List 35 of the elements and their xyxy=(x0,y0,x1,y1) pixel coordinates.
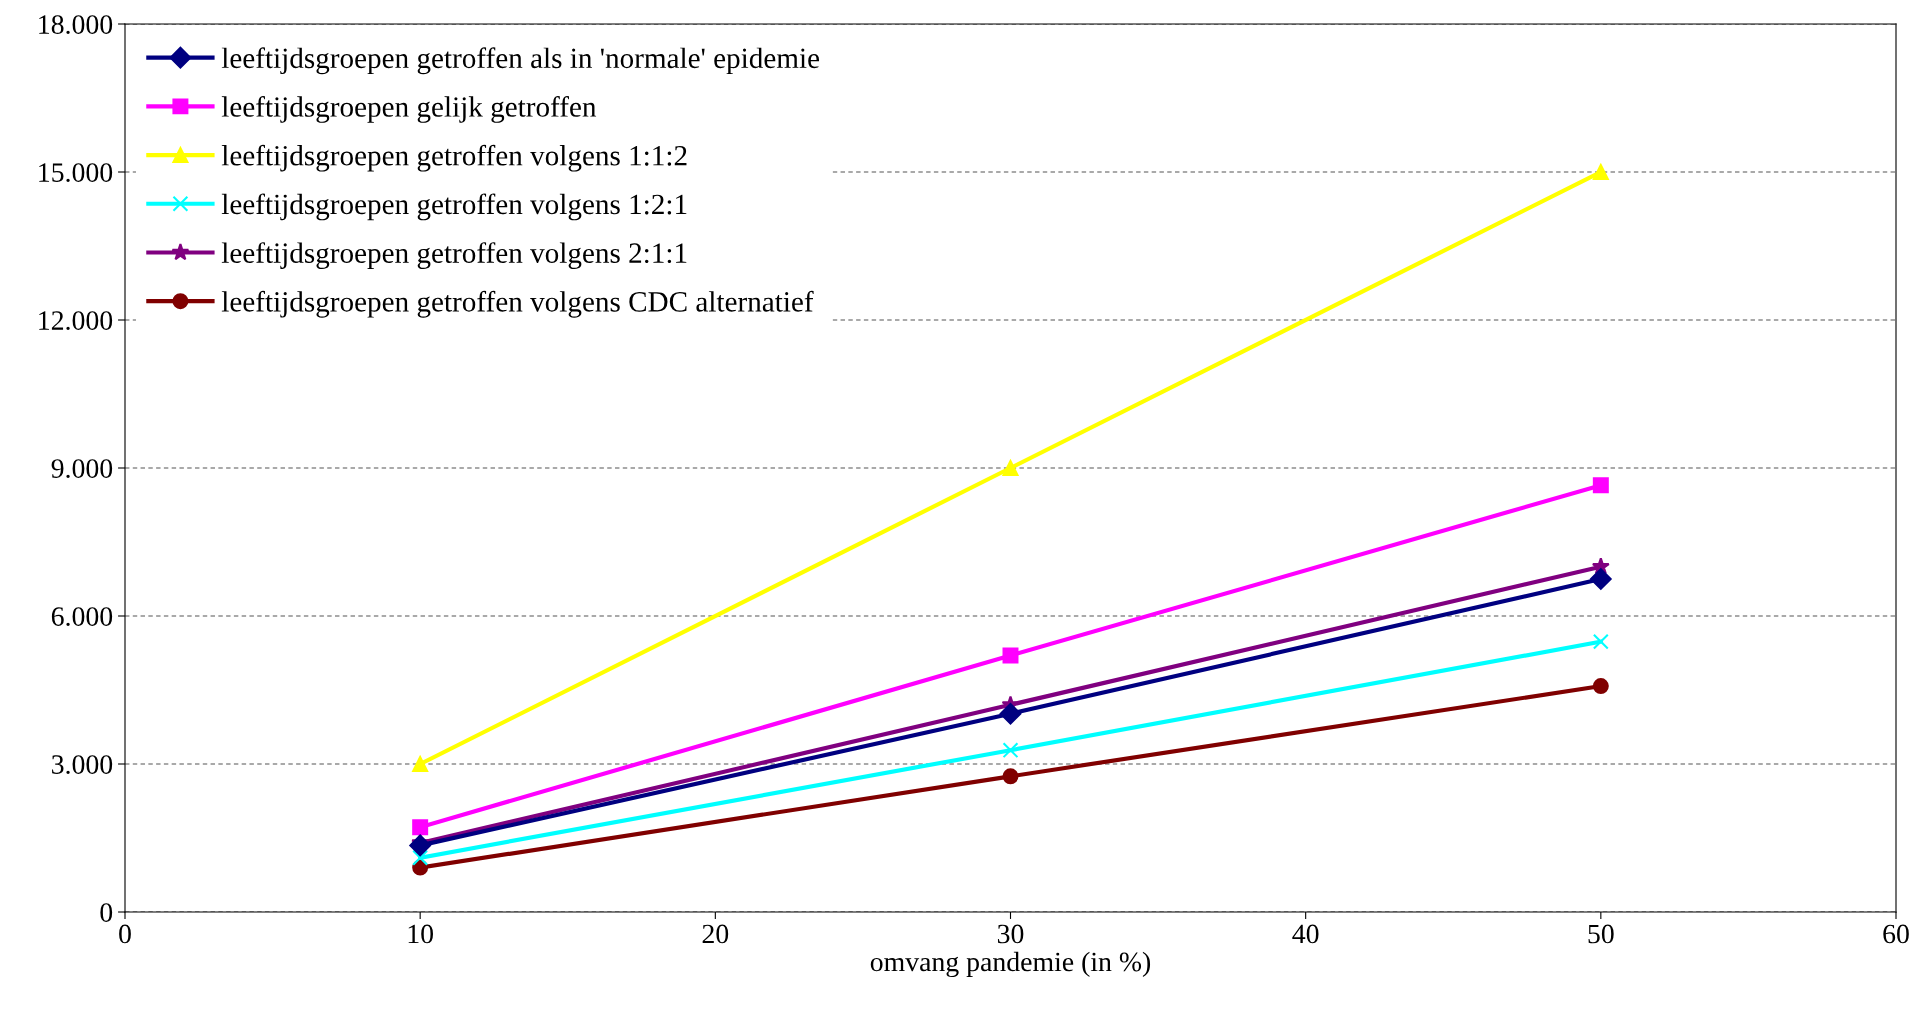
legend-label: leeftijdsgroepen getroffen als in 'normale' epidemie xyxy=(221,47,820,75)
legend-label: leeftijdsgroepen getroffen volgens CDC alternatief xyxy=(221,290,814,318)
x-axis-title: omvang pandemie (in %) xyxy=(870,951,1151,978)
point xyxy=(1002,647,1019,664)
y-tick-label: 18.000 xyxy=(39,15,113,35)
point xyxy=(412,819,429,836)
point xyxy=(1002,742,1019,759)
point xyxy=(1592,164,1609,180)
x-tick-label: 20 xyxy=(702,924,729,944)
y-tick-label: 3.000 xyxy=(52,755,113,775)
y-tick-label: 12.000 xyxy=(39,311,113,331)
legend-label: leeftijdsgroepen getroffen volgens 1:2:1 xyxy=(221,193,687,221)
point xyxy=(1592,633,1609,650)
point xyxy=(999,702,1022,725)
y-tick-label: 0 xyxy=(100,903,113,922)
y-tick-label: 15.000 xyxy=(39,163,113,183)
point xyxy=(412,849,429,866)
x-tick-label: 0 xyxy=(119,924,131,944)
y-tick-label: 6.000 xyxy=(51,607,113,627)
point xyxy=(1002,460,1019,476)
point xyxy=(1592,477,1609,494)
point xyxy=(412,756,429,772)
x-tick-label: 60 xyxy=(1883,924,1909,944)
x-tick-label: 10 xyxy=(408,924,433,944)
legend-label: leeftijdsgroepen gelijk getroffen xyxy=(221,96,597,123)
x-tick-label: 40 xyxy=(1292,924,1319,944)
point xyxy=(1002,768,1019,785)
legend-label: leeftijdsgroepen getroffen volgens 2:1:1 xyxy=(221,242,687,269)
point xyxy=(1589,568,1612,590)
x-tick-label: 50 xyxy=(1588,924,1614,944)
point xyxy=(1592,678,1609,695)
legend-label: leeftijdsgroepen getroffen volgens 1:1:2 xyxy=(221,144,687,172)
x-tick-label: 30 xyxy=(997,924,1024,944)
y-tick-label: 9.000 xyxy=(51,459,113,479)
point xyxy=(409,834,432,857)
